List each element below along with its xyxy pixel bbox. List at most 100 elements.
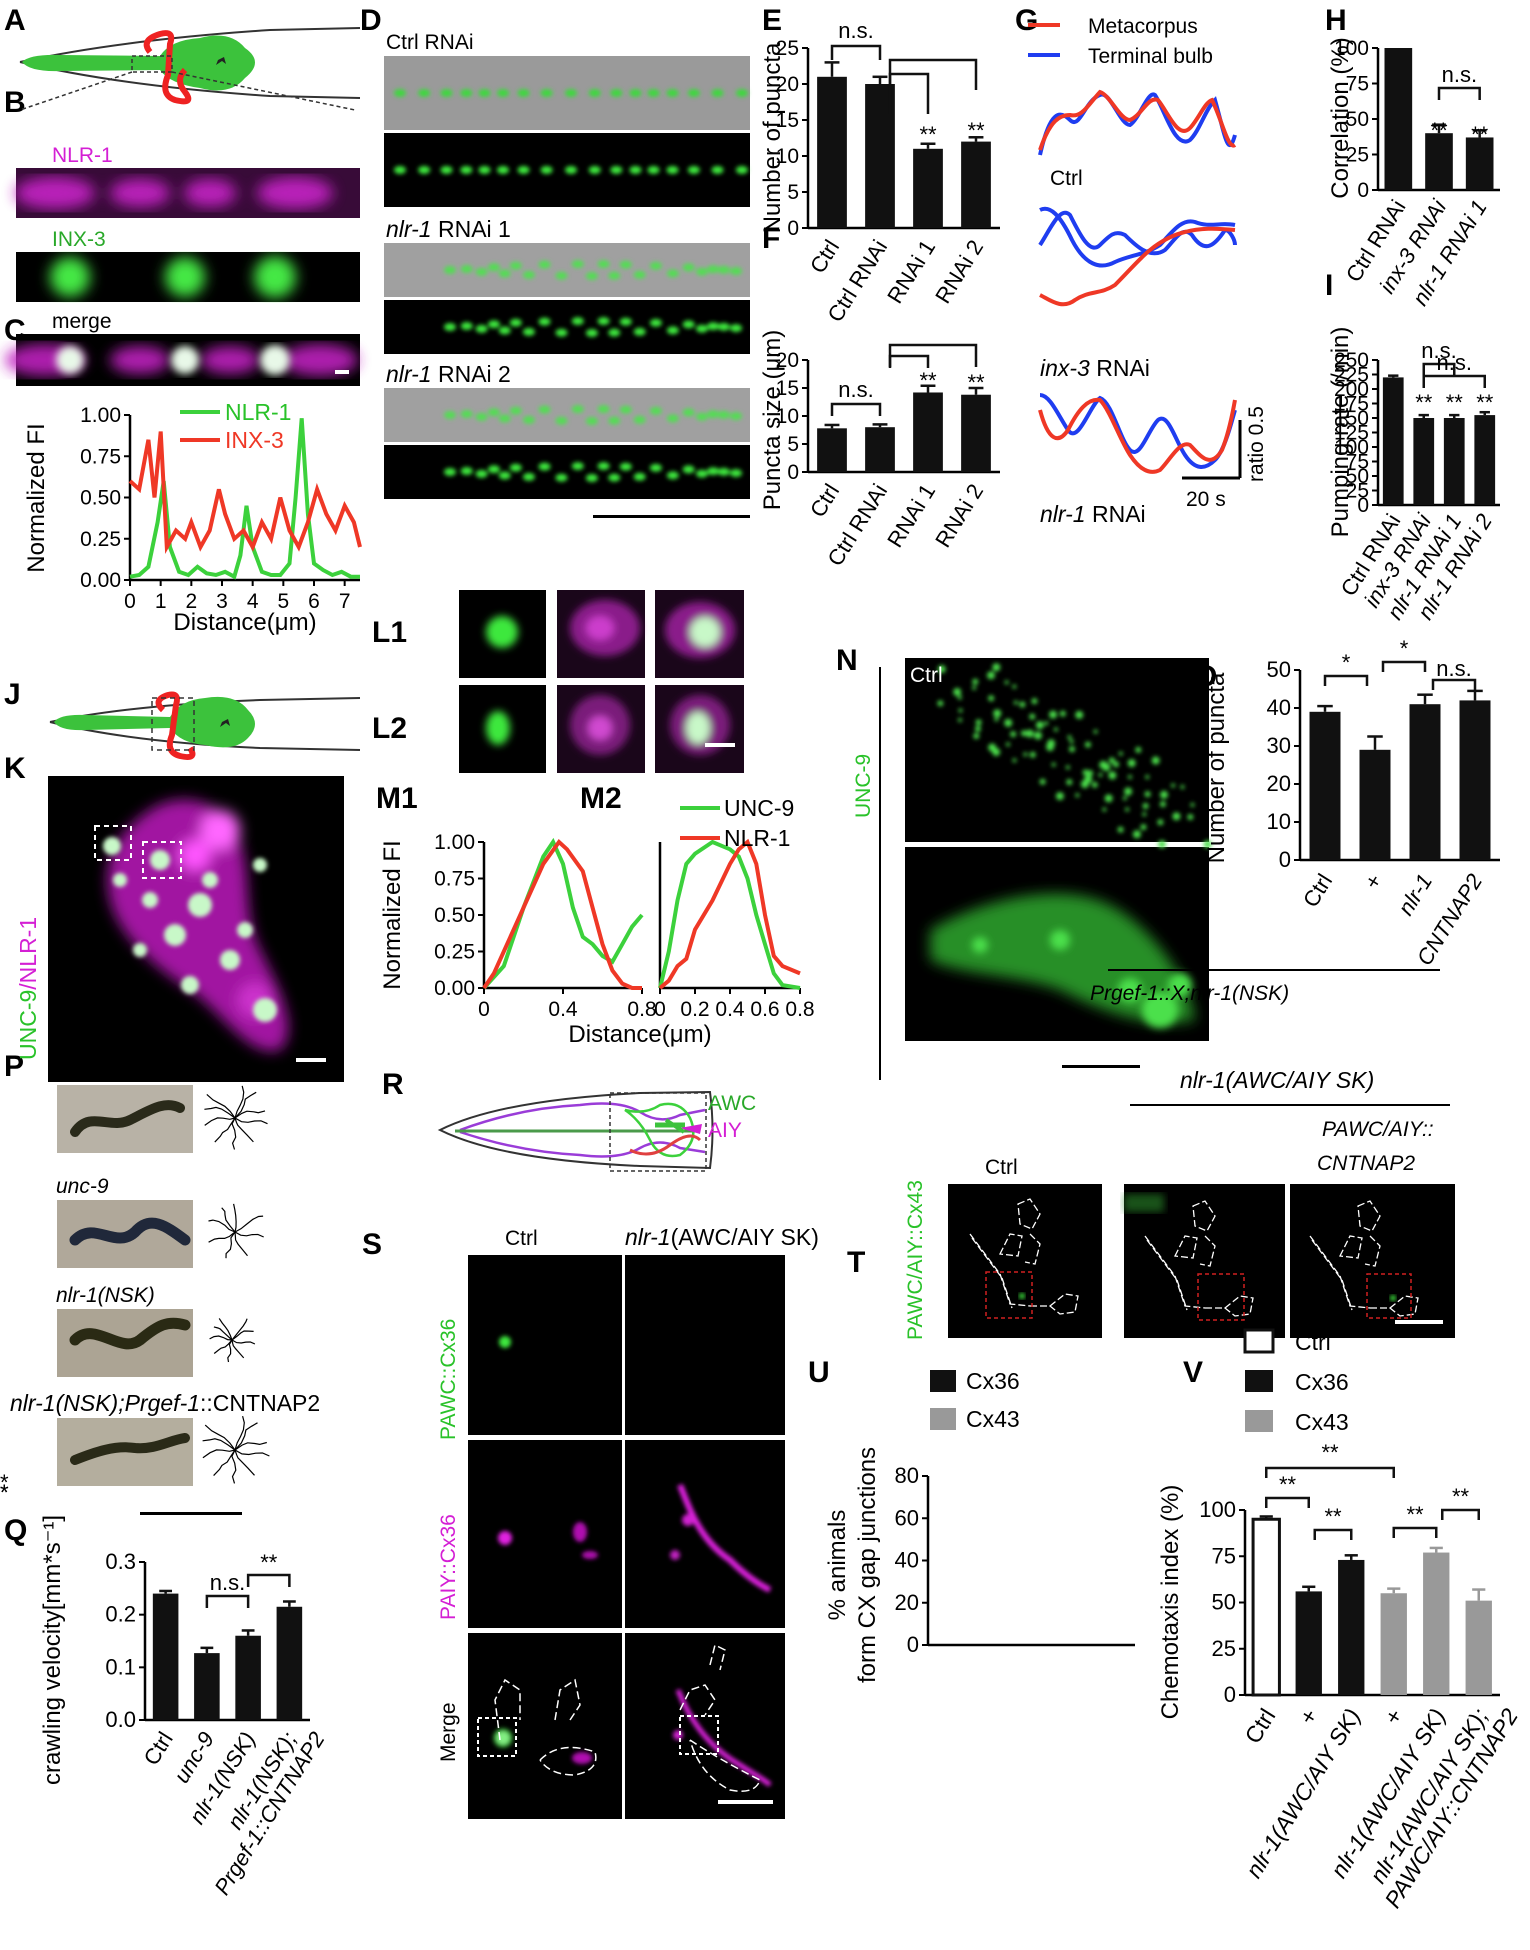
crawl-track (234, 1449, 270, 1457)
panel-s-images (468, 1255, 785, 1819)
significance-bracket (1422, 362, 1456, 376)
crawl-track (225, 1231, 236, 1259)
unc9-punctum (1020, 730, 1027, 737)
colocalized-punctum (164, 924, 186, 946)
significance-label: ** (1406, 1502, 1424, 1527)
legend-swatch-cx43 (1245, 1410, 1273, 1432)
puncta-dot (540, 166, 553, 174)
y-tick-label: 50 (1346, 108, 1369, 131)
unc9-punctum (1108, 757, 1115, 764)
bar (1425, 133, 1453, 190)
crawl-track (231, 1117, 237, 1150)
puncta-dot (444, 266, 456, 274)
puncta-dot (619, 462, 632, 471)
significance-label: ** (1446, 390, 1464, 415)
x-tick-label: 0 (478, 998, 490, 1021)
y-tick-label: 15 (776, 377, 799, 400)
puncta-dot (629, 166, 642, 174)
bar (961, 394, 991, 472)
bar (1443, 418, 1465, 505)
puncta-dot (487, 263, 500, 272)
unc9-punctum (1075, 793, 1080, 798)
significance-label: n.s. (210, 1570, 245, 1595)
y-axis-label: form CX gap junctions (854, 1447, 881, 1683)
significance-bracket (1392, 1526, 1438, 1538)
y-axis-label: Pumping rate (/min) (1327, 327, 1354, 538)
puncta-dot (517, 166, 530, 174)
panel-letter-P: P (4, 1050, 24, 1083)
significance-bracket (205, 1594, 250, 1608)
bar (1474, 415, 1496, 505)
significance-bracket (830, 402, 882, 416)
unc9-punctum (1034, 731, 1043, 740)
neuron-outline (1048, 1293, 1079, 1315)
puncta-dot (478, 89, 491, 97)
significance-bracket (246, 1573, 291, 1587)
significance-bracket (1265, 1496, 1310, 1508)
unc9-punctum (1084, 741, 1091, 748)
bar (194, 1653, 220, 1720)
puncta-dot (619, 405, 632, 414)
panel-letter-M1: M1 (376, 782, 418, 815)
chart-v: 0 25 50 75 100 Ctrl Cx36 Cx43 Chemotaxis index (… (1157, 1328, 1523, 1912)
bar (1382, 377, 1404, 505)
unc9-punctum (1031, 698, 1038, 705)
puncta-dot (571, 462, 584, 471)
colocalized-punctum (188, 893, 212, 917)
panel-k-image (48, 776, 344, 1082)
colocalized-punctum (103, 837, 121, 855)
y-tick-label: 75 (1346, 73, 1369, 96)
significance-label: ** (0, 1470, 9, 1495)
p-row3-label: nlr-1(NSK) (56, 1284, 155, 1307)
puncta-dot (538, 260, 551, 269)
puncta-dot (540, 89, 553, 97)
panel-letter-H: H (1325, 4, 1347, 37)
bar (1409, 704, 1441, 860)
significance-label: ** (260, 1550, 278, 1575)
bar (961, 141, 991, 228)
crawl-track (204, 1106, 236, 1119)
neuron-outline (1199, 1235, 1216, 1267)
puncta-dot (707, 322, 720, 331)
legend-nlr1: NLR-1 (225, 399, 291, 425)
y-tick-label: 40 (895, 1548, 919, 1573)
x-tick-label: 0.8 (785, 998, 814, 1021)
neuron-outline (1311, 1239, 1353, 1311)
puncta-dot (585, 416, 598, 425)
panel-d-images (384, 56, 750, 518)
unc9-punctum (1104, 794, 1113, 803)
y-tick-label: 0.25 (80, 528, 121, 551)
panel-t-images (948, 1104, 1455, 1338)
unc9-punctum (957, 695, 962, 700)
y-tick-label: 50 (1267, 657, 1291, 682)
y-tick-label: 0.75 (80, 445, 121, 468)
crawl-track (231, 1339, 256, 1345)
significance-label: ** (1321, 1440, 1339, 1465)
unc9-punctum (986, 671, 995, 680)
unc9-punctum (1012, 758, 1017, 763)
puncta-dot (666, 166, 679, 174)
bar (1295, 1591, 1322, 1695)
y-axis-label: Normalized FI (23, 423, 50, 572)
significance-label: n.s. (1437, 350, 1472, 375)
y-axis-label: Number of puncta (759, 42, 786, 233)
significance-bracket (1437, 86, 1481, 100)
bar (1309, 711, 1341, 860)
y-axis-label: Normalized FI (379, 840, 406, 989)
y-tick-label: 20 (776, 349, 799, 372)
bar (1413, 418, 1435, 505)
x-tick-label: Ctrl (805, 235, 844, 277)
unc9-punctum (1084, 775, 1093, 784)
series-line-NLR-1 (129, 418, 360, 580)
unc9-punctum (1157, 840, 1166, 849)
unc9-punctum (958, 718, 962, 722)
unc9-punctum (1082, 769, 1089, 776)
y-tick-label: 20 (1267, 771, 1291, 796)
y-tick-label: 75 (1212, 1543, 1236, 1568)
puncta-dot (460, 166, 473, 174)
bar (817, 76, 847, 228)
unc9-punctum (1035, 721, 1044, 730)
